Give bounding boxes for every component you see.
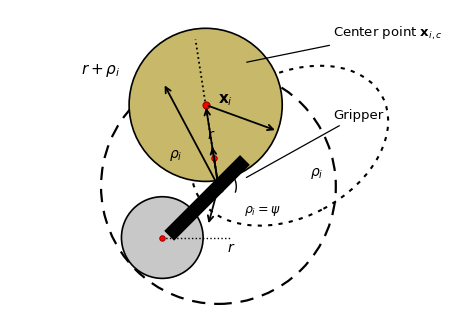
Text: $\rho_i$: $\rho_i$: [310, 166, 324, 181]
Text: $\mathbf{x}_i$: $\mathbf{x}_i$: [219, 92, 233, 108]
Circle shape: [121, 197, 203, 279]
Text: Gripper: Gripper: [246, 109, 384, 177]
Text: $r$: $r$: [207, 128, 216, 142]
Text: $\rho_i = \psi$: $\rho_i = \psi$: [244, 204, 281, 218]
Text: Center point $\mathbf{x}_{i,c}$: Center point $\mathbf{x}_{i,c}$: [247, 25, 443, 62]
Circle shape: [129, 28, 282, 181]
Text: $\mathbf{x}$: $\mathbf{x}$: [156, 255, 169, 273]
Text: $r$: $r$: [227, 241, 235, 255]
Text: $\rho_i$: $\rho_i$: [169, 148, 183, 163]
Text: $r + \rho_i$: $r + \rho_i$: [81, 62, 121, 79]
